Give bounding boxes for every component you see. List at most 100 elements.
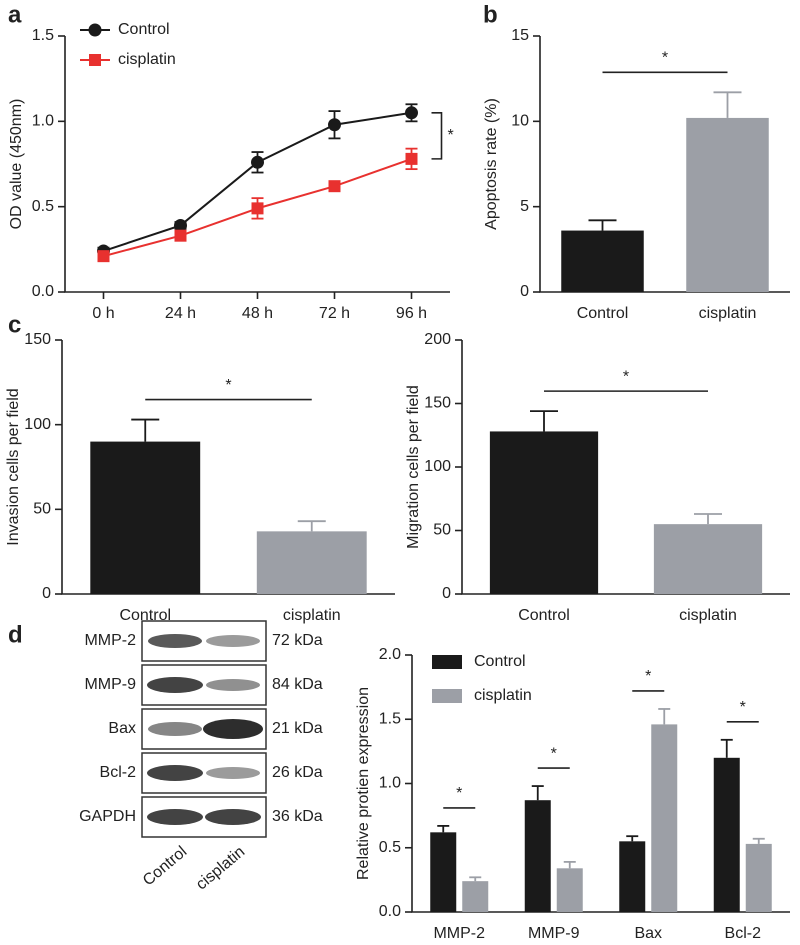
y-tick-label: 150 [24,331,51,348]
marker [251,202,264,215]
y-tick-label: 10 [511,113,529,130]
band [148,634,202,648]
bar [651,724,678,912]
bar [561,230,644,292]
lane-label: Control [140,843,190,889]
y-tick-label: 0 [520,283,529,300]
bar [524,800,551,912]
band [147,809,203,825]
y-tick-label: 100 [24,416,51,433]
marker [251,155,264,169]
protein-label: MMP-9 [84,676,136,693]
band [147,765,203,781]
significance-star: * [456,785,462,802]
marker [328,118,341,132]
panel-label: d [8,621,23,648]
y-axis-label: Relative protien expression [355,687,372,880]
marker [174,218,187,232]
x-tick-label: 96 h [396,305,427,322]
y-tick-label: 100 [424,458,451,475]
significance-star: * [448,127,454,144]
legend-marker [89,54,101,66]
y-tick-label: 0 [442,585,451,602]
bar [256,531,367,594]
marker [328,180,341,193]
bar [90,441,201,594]
band [206,635,260,647]
marker [97,250,110,263]
x-tick-label: Control [577,305,629,322]
y-axis-label: Migration cells per field [405,385,422,549]
y-tick-label: 2.0 [379,646,401,663]
band [205,809,261,825]
size-label: 26 kDa [272,764,323,781]
x-tick-label: cisplatin [679,607,737,624]
marker [405,106,418,120]
size-label: 84 kDa [272,676,323,693]
bar [686,117,769,292]
bar [653,524,763,594]
legend-label: cisplatin [474,687,532,704]
bar [430,832,457,912]
significance-star: * [645,668,651,685]
marker [405,152,418,165]
x-tick-label: Control [119,607,171,624]
y-tick-label: 5 [520,198,529,215]
protein-label: MMP-2 [84,632,136,649]
panel-label: a [8,1,22,28]
band [148,722,202,736]
bar [556,868,583,912]
x-tick-label: Control [518,607,570,624]
legend-swatch [432,655,462,669]
band [147,677,203,693]
y-tick-label: 0.5 [32,198,54,215]
bar [713,757,740,912]
y-axis-label: OD value (450nm) [8,99,25,230]
x-tick-label: 0 h [92,305,114,322]
y-tick-label: 15 [511,27,529,44]
bar [489,431,599,594]
y-tick-label: 1.0 [379,775,401,792]
y-tick-label: 200 [424,331,451,348]
band [206,679,260,691]
x-tick-label: Bax [634,925,662,942]
y-tick-label: 0.0 [32,283,54,300]
panel-label: c [8,311,21,338]
x-tick-label: Bcl-2 [725,925,762,942]
legend-marker [88,23,102,37]
y-tick-label: 1.5 [32,27,54,44]
bar [745,843,772,912]
y-tick-label: 0.5 [379,839,401,856]
x-tick-label: 48 h [242,305,273,322]
x-tick-label: MMP-9 [528,925,580,942]
size-label: 72 kDa [272,632,323,649]
x-tick-label: 24 h [165,305,196,322]
band [206,767,260,779]
y-tick-label: 150 [424,395,451,412]
x-tick-label: cisplatin [283,607,341,624]
western-blot: MMP-2 MMP-9 Bax Bcl-2 GAPDH 72 kDa 84 kD… [79,620,323,893]
y-axis-label: Apoptosis rate (%) [483,98,500,230]
bar [462,881,489,912]
legend-label: cisplatin [118,51,176,68]
size-label: 36 kDa [272,808,323,825]
significance-star: * [623,368,629,385]
legend-label: Control [118,21,170,38]
significance-bracket [431,112,443,160]
significance-star: * [551,745,557,762]
band [203,719,263,739]
significance-star: * [225,377,231,394]
series-line [103,111,412,252]
y-tick-label: 0 [42,585,51,602]
significance-star: * [662,50,668,67]
y-tick-label: 50 [33,501,51,518]
legend-swatch [432,689,462,703]
panel-label: b [483,1,498,28]
bar [619,841,646,912]
x-tick-label: 72 h [319,305,350,322]
protein-label: GAPDH [79,808,136,825]
marker [174,229,187,242]
y-tick-label: 0.0 [379,903,401,920]
